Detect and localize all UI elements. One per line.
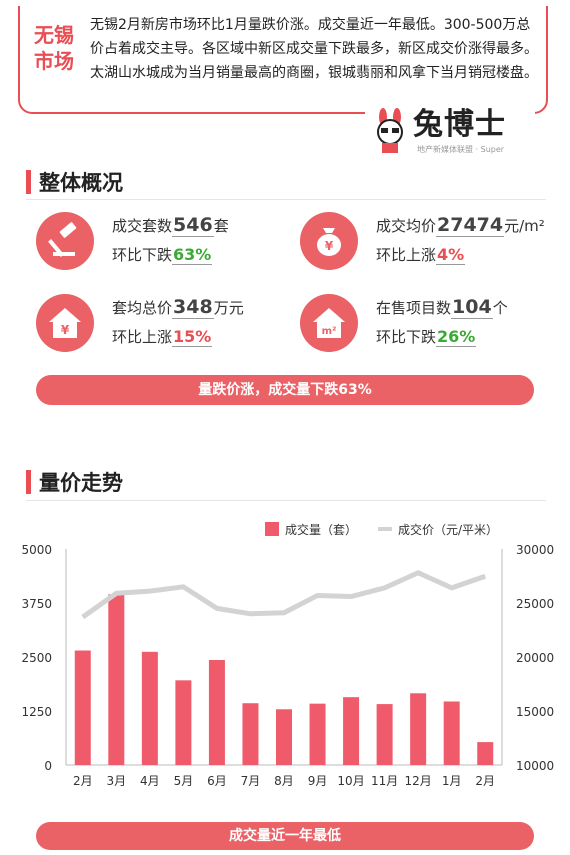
title-marker bbox=[26, 470, 31, 494]
y-left-tick-label: 0 bbox=[44, 759, 52, 773]
legend-bar-swatch bbox=[265, 522, 279, 536]
brand-name: 兔博士 bbox=[413, 107, 506, 142]
volume-bar bbox=[141, 651, 158, 765]
y-right-tick-label: 25000 bbox=[516, 597, 554, 611]
stat-label: 在售项目数 bbox=[376, 299, 452, 317]
y-left-tick-label: 5000 bbox=[21, 543, 52, 557]
x-tick-label: 12月 bbox=[405, 774, 432, 788]
overview-title: 整体概况 bbox=[26, 170, 123, 196]
stat-value: 27474 bbox=[436, 214, 505, 237]
stat-avg-price: ¥ 成交均价27474元/m² 环比上涨4% bbox=[300, 212, 560, 272]
stat-unit: 套 bbox=[213, 217, 229, 235]
stat-change-label: 环比上涨 bbox=[112, 328, 173, 346]
stat-unit: 万元 bbox=[213, 299, 244, 317]
stat-label: 套均总价 bbox=[112, 299, 173, 317]
legend-line-label: 成交价（元/平米） bbox=[398, 522, 498, 537]
x-tick-label: 6月 bbox=[207, 774, 227, 788]
stat-change-value: 4% bbox=[436, 245, 466, 265]
svg-text:¥: ¥ bbox=[325, 239, 334, 253]
x-tick-label: 9月 bbox=[308, 774, 328, 788]
svg-text:m²: m² bbox=[322, 326, 337, 337]
stat-change-value: 63% bbox=[172, 245, 213, 265]
volume-bar bbox=[208, 660, 225, 765]
house-m2-icon: m² bbox=[300, 294, 358, 352]
x-tick-label: 3月 bbox=[106, 774, 126, 788]
volume-bar bbox=[410, 693, 427, 765]
stat-avg-total: ¥ 套均总价348万元 环比上涨15% bbox=[36, 294, 276, 354]
x-tick-label: 5月 bbox=[174, 774, 194, 788]
y-right-tick-label: 15000 bbox=[516, 705, 554, 719]
overview-banner: 量跌价涨，成交量下跌63% bbox=[36, 375, 534, 405]
volume-bar bbox=[477, 742, 494, 765]
stat-unit: 元/m² bbox=[504, 217, 545, 235]
stat-label: 成交均价 bbox=[376, 217, 437, 235]
overview-title-text: 整体概况 bbox=[39, 171, 123, 195]
trend-title: 量价走势 bbox=[26, 470, 123, 496]
city-label: 无锡市场 bbox=[34, 23, 74, 73]
volume-bar bbox=[343, 697, 360, 765]
y-right-tick-label: 30000 bbox=[516, 543, 554, 557]
volume-bar bbox=[108, 594, 125, 765]
stat-unit: 个 bbox=[492, 299, 508, 317]
stat-change-value: 15% bbox=[172, 327, 213, 347]
divider bbox=[26, 500, 546, 501]
volume-bar bbox=[376, 704, 393, 765]
brand-tagline: 地产新媒体联盟 · Super bbox=[417, 145, 505, 154]
stat-change-label: 环比下跌 bbox=[376, 328, 437, 346]
stat-projects-on-sale: m² 在售项目数104个 环比下跌26% bbox=[300, 294, 560, 354]
volume-bar bbox=[276, 709, 292, 765]
brand-logo: 兔博士 地产新媒体联盟 · Super bbox=[365, 106, 535, 160]
trend-title-text: 量价走势 bbox=[39, 471, 123, 495]
x-tick-label: 2月 bbox=[73, 774, 93, 788]
summary-card: 无锡市场 无锡2月新房市场环比1月量跌价涨。成交量近一年最低。300-500万总… bbox=[18, 6, 548, 114]
x-tick-label: 7月 bbox=[241, 774, 261, 788]
y-left-tick-label: 3750 bbox=[21, 597, 52, 611]
volume-price-chart: 0 1250 2500 3750 5000 10000 15000 20000 25000 300… bbox=[21, 522, 554, 788]
x-tick-label: 10月 bbox=[337, 774, 364, 788]
title-marker bbox=[26, 170, 31, 194]
stat-value: 104 bbox=[451, 296, 493, 319]
x-tick-label: 11月 bbox=[371, 774, 398, 788]
stat-change-value: 26% bbox=[436, 327, 477, 347]
x-tick-label: 1月 bbox=[442, 774, 462, 788]
rabbit-mascot-icon bbox=[377, 108, 403, 153]
volume-bar bbox=[175, 680, 192, 765]
x-tick-label: 4月 bbox=[140, 774, 160, 788]
divider bbox=[26, 199, 546, 200]
money-bag-icon: ¥ bbox=[300, 212, 358, 270]
volume-bar bbox=[443, 701, 460, 765]
price-line bbox=[81, 570, 487, 620]
x-tick-label: 2月 bbox=[475, 774, 495, 788]
volume-bar bbox=[309, 703, 326, 765]
stat-label: 成交套数 bbox=[112, 217, 173, 235]
stat-value: 348 bbox=[172, 296, 214, 319]
volume-bar bbox=[242, 703, 259, 765]
trend-banner: 成交量近一年最低 bbox=[36, 822, 534, 850]
stat-change-label: 环比上涨 bbox=[376, 246, 437, 264]
volume-bar bbox=[74, 650, 91, 765]
stat-deal-count: 成交套数546套 环比下跌63% bbox=[36, 212, 276, 272]
summary-text: 无锡2月新房市场环比1月量跌价涨。成交量近一年最低。300-500万总价占着成交… bbox=[90, 17, 538, 81]
y-right-tick-label: 20000 bbox=[516, 651, 554, 665]
x-tick-label: 8月 bbox=[274, 774, 294, 788]
legend-bar-label: 成交量（套） bbox=[285, 522, 357, 537]
stat-value: 546 bbox=[172, 214, 214, 237]
house-yuan-icon: ¥ bbox=[36, 294, 94, 352]
y-left-tick-label: 2500 bbox=[21, 651, 52, 665]
gavel-icon bbox=[36, 212, 94, 270]
svg-text:¥: ¥ bbox=[61, 323, 70, 337]
y-left-tick-label: 1250 bbox=[21, 705, 52, 719]
stat-change-label: 环比下跌 bbox=[112, 246, 173, 264]
y-right-tick-label: 10000 bbox=[516, 759, 554, 773]
